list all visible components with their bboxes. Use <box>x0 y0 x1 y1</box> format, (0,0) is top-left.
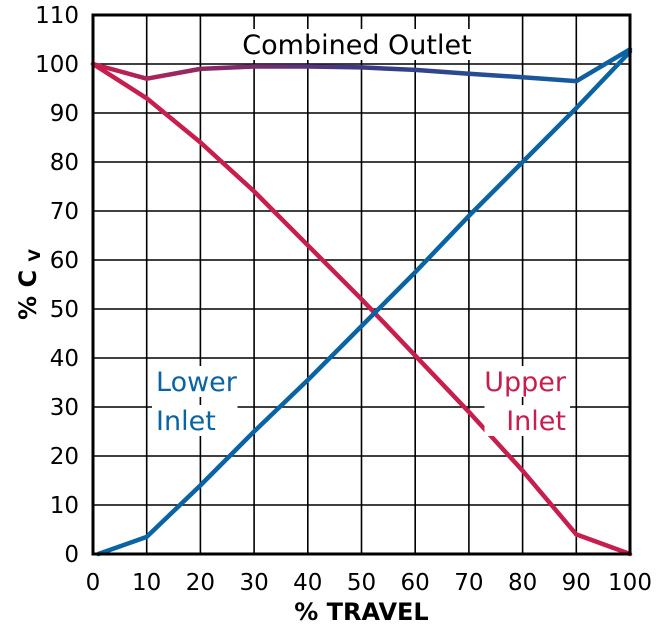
x-tick-label: 50 <box>347 570 376 596</box>
x-tick-label: 0 <box>86 570 101 596</box>
x-tick-label: 60 <box>401 570 430 596</box>
x-tick-label: 30 <box>239 570 268 596</box>
upper-inlet-label-bg <box>484 366 570 397</box>
x-axis-title: % TRAVEL <box>294 598 428 626</box>
plot-frame <box>91 13 632 556</box>
upper-inlet-label: Upper Inlet <box>484 366 570 437</box>
x-tick-label: 90 <box>562 570 591 596</box>
y-tick-label: 70 <box>50 199 79 225</box>
y-tick-label: 50 <box>50 297 79 323</box>
y-tick-label: 110 <box>35 3 79 29</box>
y-tick-label: 90 <box>50 101 79 127</box>
x-tick-label: 10 <box>132 570 161 596</box>
lower-inlet-label-bg <box>152 366 238 397</box>
y-axis-title-main: % C <box>14 270 42 320</box>
y-tick-label: 10 <box>50 493 79 519</box>
y-tick-label: 0 <box>64 542 79 568</box>
y-axis-title: % C V <box>14 249 44 320</box>
lower-inlet-line <box>96 49 633 557</box>
upper-inlet-label-line: Inlet <box>506 406 566 437</box>
upper-inlet-line <box>90 61 633 557</box>
x-tick-labels: 0 10 20 30 40 50 60 70 80 90 100 <box>86 570 652 596</box>
y-tick-label: 100 <box>35 52 79 78</box>
series-layer <box>90 47 633 557</box>
lower-inlet-label: Lower Inlet <box>152 366 238 437</box>
y-tick-label: 40 <box>50 346 79 372</box>
y-tick-labels: 0 10 20 30 40 50 60 70 80 90 100 110 <box>35 3 79 568</box>
y-tick-label: 30 <box>50 395 79 421</box>
combined-outlet-line <box>90 47 633 84</box>
x-tick-label: 70 <box>454 570 483 596</box>
x-tick-label: 20 <box>186 570 215 596</box>
upper-inlet-label-bg <box>484 405 570 436</box>
upper-inlet-label-line: Upper <box>484 367 567 398</box>
combined-outlet-label-bg <box>236 29 478 60</box>
y-tick-label: 20 <box>50 444 79 470</box>
combined-outlet-label-line: Combined Outlet <box>242 30 471 61</box>
y-tick-label: 80 <box>50 150 79 176</box>
y-axis-title-sub: V <box>25 249 44 262</box>
lower-inlet-label-line: Inlet <box>156 406 216 437</box>
x-tick-label: 80 <box>508 570 537 596</box>
grid <box>92 14 631 555</box>
series-labels: Combined Outlet Lower Inlet Upper Inlet <box>152 29 570 437</box>
x-tick-label: 40 <box>293 570 322 596</box>
lower-inlet-label-bg <box>152 405 238 436</box>
y-tick-label: 60 <box>50 248 79 274</box>
x-tick-label: 100 <box>608 570 652 596</box>
combined-outlet-label: Combined Outlet <box>236 29 478 61</box>
lower-inlet-label-line: Lower <box>156 367 238 398</box>
